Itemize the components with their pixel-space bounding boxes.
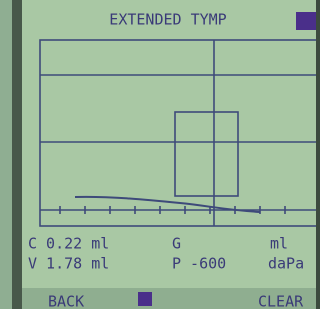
volume-readout: V 1.78 ml (28, 255, 109, 273)
clear-softkey[interactable]: CLEAR (258, 293, 304, 309)
gradient-label: G (172, 235, 181, 253)
softkey-indicator (138, 292, 152, 306)
left-screen-edge (0, 0, 12, 309)
status-badge (296, 12, 316, 30)
pressure-readout: P -600 (172, 255, 226, 273)
pressure-unit: daPa (268, 255, 304, 273)
page: EXTENDED TYMP C 0.22 ml G ml V 1.78 ml P… (0, 0, 316, 309)
back-softkey[interactable]: BACK (48, 293, 84, 309)
screen-photo: EXTENDED TYMP C 0.22 ml G ml V 1.78 ml P… (0, 0, 316, 309)
gradient-unit: ml (270, 235, 288, 253)
screen-title: EXTENDED TYMP (109, 11, 226, 29)
compliance-readout: C 0.22 ml (28, 235, 109, 253)
